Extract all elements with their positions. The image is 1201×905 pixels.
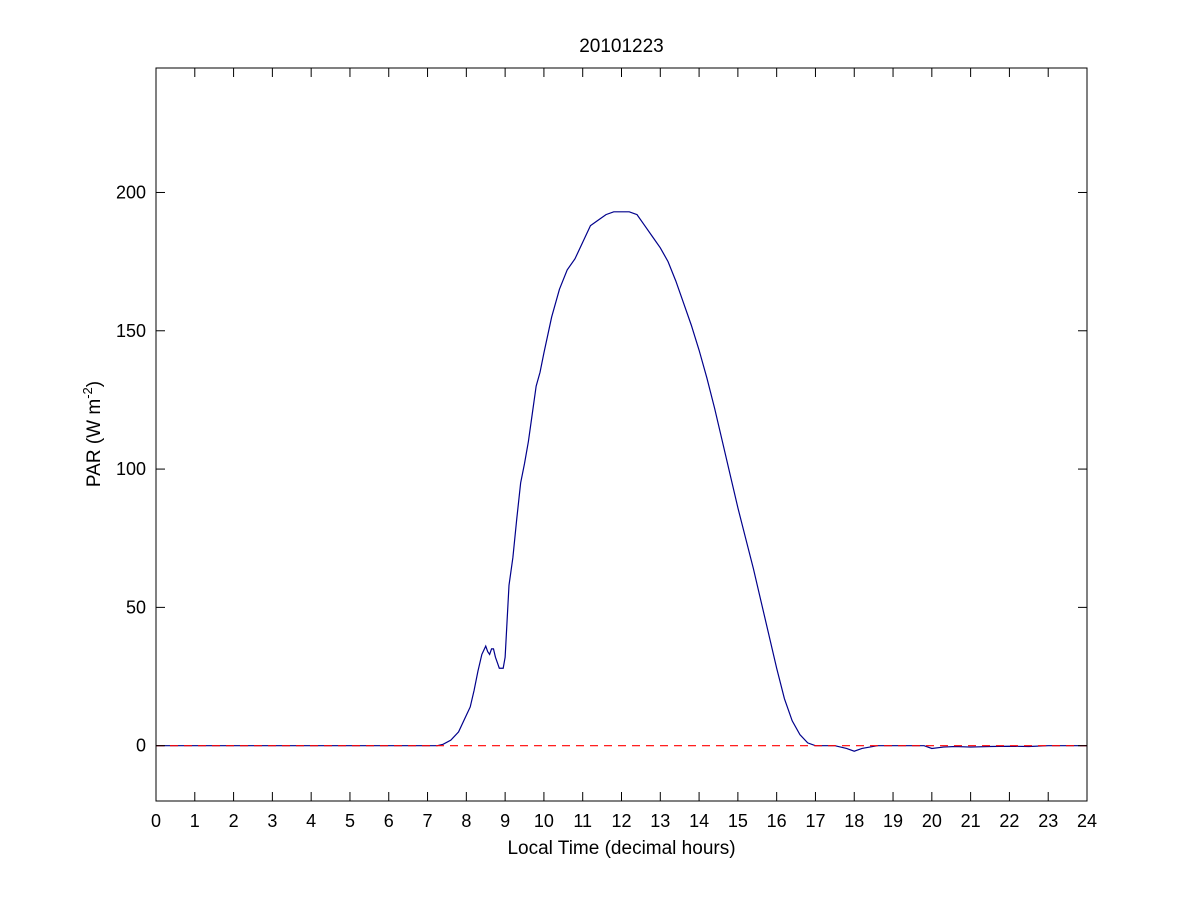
x-tick-label: 17: [805, 811, 825, 831]
x-tick-label: 9: [500, 811, 510, 831]
x-tick-label: 8: [461, 811, 471, 831]
x-tick-label: 1: [190, 811, 200, 831]
x-tick-label: 6: [384, 811, 394, 831]
y-tick-label: 50: [126, 597, 146, 617]
chart-title: 20101223: [579, 36, 664, 57]
x-tick-label: 5: [345, 811, 355, 831]
y-tick-label: 100: [116, 459, 146, 479]
y-tick-label: 0: [136, 736, 146, 756]
x-tick-label: 0: [151, 811, 161, 831]
x-tick-label: 12: [611, 811, 631, 831]
par-series-line: [156, 211, 1087, 752]
x-tick-label: 4: [306, 811, 316, 831]
x-tick-label: 15: [728, 811, 748, 831]
x-tick-label: 19: [883, 811, 903, 831]
x-tick-label: 7: [423, 811, 433, 831]
x-tick-label: 24: [1077, 811, 1097, 831]
x-tick-label: 16: [767, 811, 787, 831]
x-tick-label: 22: [999, 811, 1019, 831]
x-tick-label: 23: [1038, 811, 1058, 831]
x-tick-label: 3: [267, 811, 277, 831]
x-tick-label: 13: [650, 811, 670, 831]
x-tick-label: 21: [961, 811, 981, 831]
y-axis-title: PAR (W m-2): [80, 381, 105, 487]
x-axis-title: Local Time (decimal hours): [507, 838, 735, 859]
y-tick-label: 200: [116, 182, 146, 202]
x-tick-label: 20: [922, 811, 942, 831]
plot-background: [156, 68, 1087, 801]
x-tick-label: 14: [689, 811, 709, 831]
x-tick-label: 2: [229, 811, 239, 831]
y-tick-label: 150: [116, 321, 146, 341]
x-tick-label: 11: [573, 811, 592, 831]
x-tick-label: 18: [844, 811, 864, 831]
x-tick-label: 10: [534, 811, 554, 831]
